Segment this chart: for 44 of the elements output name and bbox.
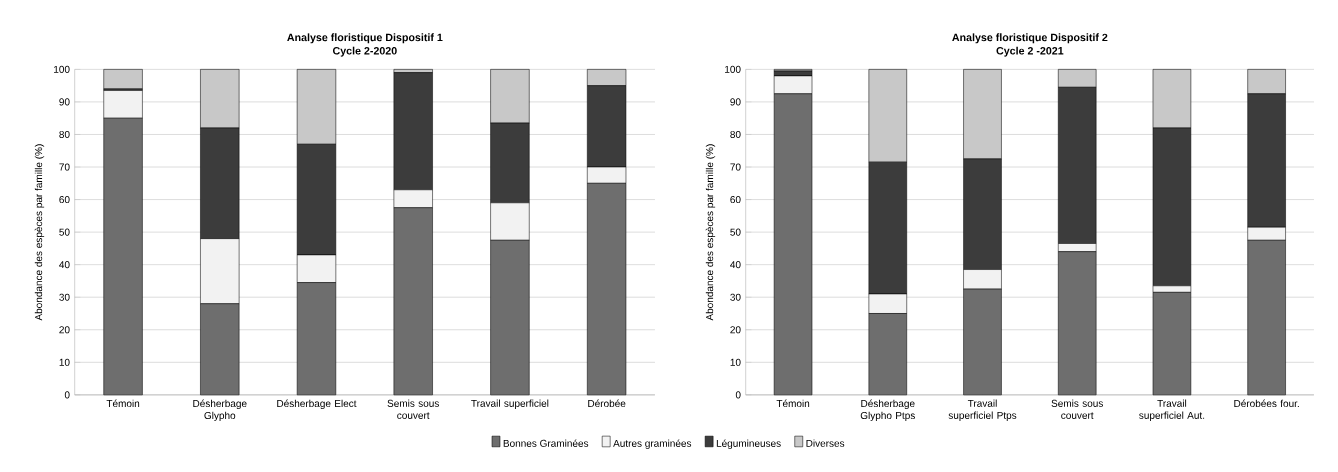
y-tick-label: 90 bbox=[730, 98, 741, 106]
x-tick-label: Semis sous couvert bbox=[387, 399, 439, 419]
y-axis-title: Abondance des espèces par famille (%) bbox=[705, 144, 716, 321]
legend-label: Diverses bbox=[806, 439, 845, 447]
y-tick-label: 20 bbox=[730, 326, 741, 334]
y-tick-label: 30 bbox=[59, 293, 70, 301]
y-tick-label: 60 bbox=[59, 195, 70, 204]
y-tick-label: 40 bbox=[59, 261, 70, 269]
legend-label: Autres graminées bbox=[613, 439, 692, 449]
x-tick-label: Dérobée bbox=[588, 399, 626, 407]
y-tick-label: 100 bbox=[54, 65, 70, 73]
y-tick-label: 10 bbox=[730, 358, 741, 366]
legend-label: Bonnes Graminées bbox=[503, 439, 589, 447]
y-tick-label: 0 bbox=[735, 391, 741, 399]
chart-subtitle: Cycle 2-2020 bbox=[332, 46, 397, 57]
x-tick-label: Témoin bbox=[776, 399, 810, 407]
x-tick-label: Témoin bbox=[106, 399, 140, 407]
x-tick-label: Désherbage Elect bbox=[277, 399, 357, 409]
y-tick-label: 50 bbox=[59, 228, 70, 236]
x-tick-label: Travail superficiel Ptps bbox=[948, 399, 1017, 421]
x-tick-label: Semis sous couvert bbox=[1051, 399, 1103, 419]
y-tick-label: 40 bbox=[730, 261, 741, 269]
y-tick-label: 50 bbox=[730, 228, 741, 236]
y-tick-label: 10 bbox=[59, 358, 70, 366]
y-tick-label: 90 bbox=[59, 98, 70, 106]
x-tick-label: Désherbage Glypho bbox=[193, 399, 247, 421]
x-tick-label: Travail superficiel Aut. bbox=[1139, 399, 1205, 421]
x-tick-label: Travail superficiel bbox=[471, 399, 549, 409]
x-tick-label: Dérobées four. bbox=[1234, 399, 1299, 407]
chart-subtitle: Cycle 2 -2021 bbox=[996, 46, 1064, 57]
chart-title: Analyse floristique Dispositif 1 bbox=[287, 33, 443, 44]
y-tick-label: 0 bbox=[64, 391, 70, 399]
y-tick-label: 70 bbox=[730, 163, 741, 171]
y-tick-label: 80 bbox=[59, 130, 70, 138]
y-tick-label: 20 bbox=[59, 326, 70, 334]
y-tick-label: 80 bbox=[730, 130, 741, 138]
y-tick-label: 30 bbox=[730, 293, 741, 301]
y-tick-label: 60 bbox=[730, 195, 741, 203]
y-tick-label: 100 bbox=[725, 65, 741, 73]
y-tick-label: 70 bbox=[59, 163, 70, 171]
legend-label: Légumineuses bbox=[716, 439, 781, 449]
chart-title: Analyse floristique Dispositif 2 bbox=[952, 33, 1108, 44]
x-tick-label: Désherbage Glypho Ptps bbox=[860, 399, 915, 421]
y-axis-title: Abondance des espèces par famille (%) bbox=[34, 144, 45, 321]
